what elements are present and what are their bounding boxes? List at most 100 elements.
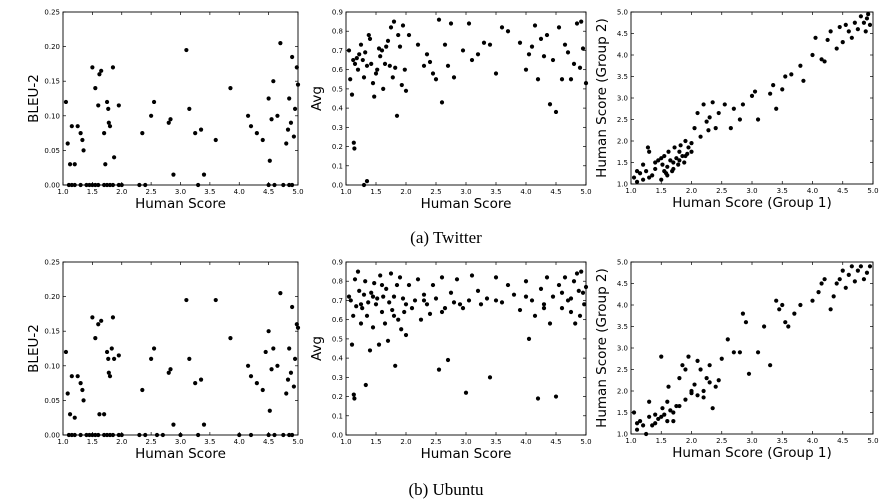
data-point [287,96,292,101]
data-point [634,179,640,184]
data-point [728,126,733,131]
data-point [526,336,532,341]
data-point [843,22,848,27]
data-point [355,269,361,274]
data-point [562,42,568,47]
data-point [565,50,571,55]
data-point [81,148,86,153]
data-point [394,113,400,118]
data-point [798,63,803,68]
data-point [288,370,294,375]
data-point [783,74,788,79]
data-point [397,44,403,49]
y-tick-label: 0.00 [44,432,60,440]
data-point [660,162,665,167]
data-point [352,396,357,401]
data-point [370,325,376,330]
data-point [577,65,583,70]
data-point [550,57,556,63]
x-tick-label: 2.0 [116,188,127,196]
data-point [867,264,873,269]
x-axis-label: Human Score [135,196,226,212]
data-point [361,292,367,297]
data-point [780,302,785,308]
data-point [72,182,77,188]
data-point [577,313,583,318]
data-point [701,395,706,400]
data-point [451,75,457,80]
data-point [97,412,102,417]
x-tick-label: 4.0 [807,187,818,195]
data-point [774,106,779,111]
y-tick-label: 0.15 [44,328,60,336]
data-point [379,282,385,288]
data-point [837,277,842,282]
data-point [707,115,712,120]
y-tick-label: 0.05 [44,397,60,405]
y-tick-label: 0.5 [332,335,343,343]
data-point [442,42,448,47]
data-point [409,306,415,311]
x-tick-label: 1.5 [87,188,98,196]
data-point [266,182,271,188]
data-point [484,296,490,301]
data-point [106,106,111,111]
data-point [535,77,541,82]
data-point [683,397,688,402]
data-point [683,138,688,144]
x-tick-label: 4.0 [520,188,531,196]
x-tick-label: 4.5 [550,188,561,196]
x-tick-label: 2.5 [146,438,157,446]
data-point [828,29,833,34]
data-point [855,27,860,32]
data-point [701,102,706,107]
data-point [166,120,171,125]
data-point [439,100,445,105]
data-point [267,408,272,413]
y-tick-label: 0.25 [44,259,60,267]
data-point [116,182,121,188]
data-point [559,77,565,82]
data-point [104,99,110,105]
data-point [198,377,204,382]
data-point [160,432,165,438]
data-point [110,315,116,320]
data-point [187,356,192,361]
data-point [517,307,523,313]
data-point [78,381,83,386]
data-point [719,356,724,361]
data-point [460,48,466,53]
twitter-bleu2-chart: 1.0 1.5 2.0 2.5 3.0 3.5 4.0 4.5 5.0 0.00 0.05 0.10 0… [26,9,304,213]
data-point [695,393,700,398]
data-point [666,149,671,154]
x-tick-label: 1.0 [57,438,68,446]
data-point [671,166,676,172]
data-point [695,110,700,116]
data-point [858,264,864,269]
caption-twitter: (a) Twitter [410,228,482,247]
data-point [63,99,69,105]
data-point [529,298,535,303]
y-tick-label: 4.0 [617,302,628,310]
data-point [819,57,824,62]
data-point [692,126,697,131]
data-point [391,294,397,299]
data-point [396,32,401,38]
data-point [110,182,116,188]
data-point [433,296,439,301]
data-point [780,87,785,92]
data-point [783,320,788,325]
data-point [399,327,404,332]
data-point [69,432,74,438]
data-point [397,275,403,280]
data-point [466,298,472,303]
x-tick-label: 3.0 [460,188,471,196]
x-tick-label: 3.0 [746,437,757,445]
data-point [384,44,389,49]
data-point [580,46,586,51]
data-point [716,110,721,116]
x-tick-label: 2.0 [116,438,127,446]
data-point [828,307,833,312]
data-point [415,277,421,282]
data-point [680,153,685,159]
